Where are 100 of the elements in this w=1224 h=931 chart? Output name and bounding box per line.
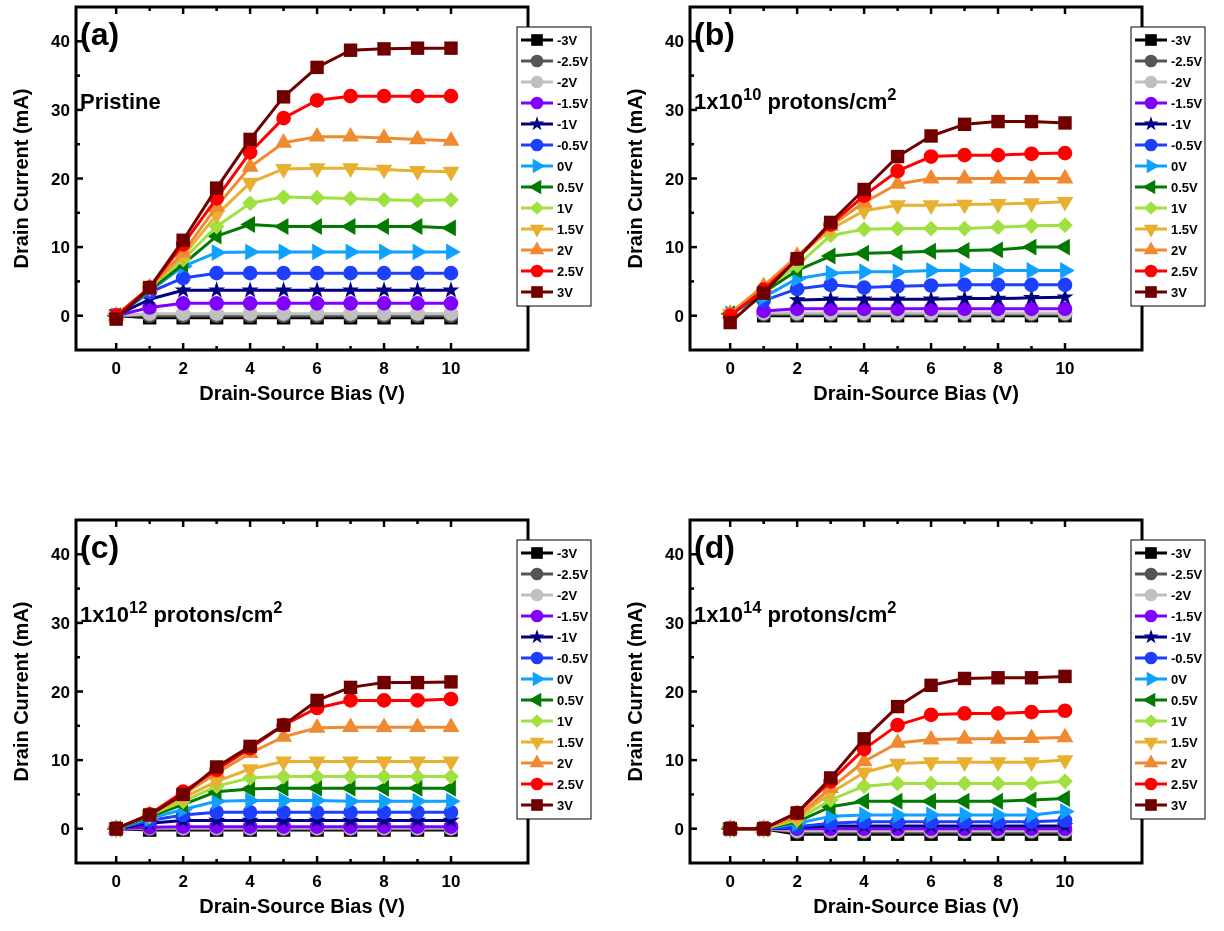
point <box>1024 114 1039 129</box>
legend-label: -3V <box>557 33 578 48</box>
legend-label: 1V <box>557 201 574 216</box>
x-tick-label: 8 <box>379 872 389 891</box>
x-tick-label: 8 <box>379 359 389 378</box>
y-tick-label: 30 <box>665 613 684 633</box>
legend-label: 1.5V <box>557 735 585 750</box>
legend-label: -2V <box>557 588 578 603</box>
point <box>443 88 459 104</box>
point <box>443 768 459 785</box>
y-tick-label: 10 <box>51 751 70 771</box>
legend-label: -1V <box>557 117 578 132</box>
x-tick-label: 0 <box>725 872 735 891</box>
x-tick-label: 10 <box>441 359 461 378</box>
y-tick-label: 0 <box>60 306 70 326</box>
x-tick-label: 6 <box>312 359 322 378</box>
x-tick-label: 8 <box>993 872 1003 891</box>
point <box>823 771 838 785</box>
point <box>1058 116 1072 130</box>
y-tick-label: 20 <box>51 682 70 702</box>
point <box>890 278 905 294</box>
point <box>990 219 1006 236</box>
legend-label: 1.5V <box>1171 735 1199 750</box>
legend-label: -0.5V <box>1171 651 1203 666</box>
point <box>956 775 973 792</box>
point <box>409 281 427 298</box>
legend-label: 3V <box>1171 798 1188 813</box>
y-tick-label: 40 <box>665 545 684 565</box>
legend-label: -1.5V <box>557 609 589 624</box>
point <box>343 88 358 104</box>
x-tick-label: 0 <box>725 359 735 378</box>
legend-label: 1V <box>1171 714 1188 729</box>
annotation: (b) <box>694 16 735 52</box>
annotation: (d) <box>694 529 735 565</box>
point <box>241 281 259 298</box>
point <box>923 149 939 164</box>
legend-label: 3V <box>557 798 574 813</box>
point <box>443 296 459 311</box>
point <box>343 265 358 281</box>
point <box>176 233 190 247</box>
point <box>376 191 392 208</box>
point <box>275 768 292 785</box>
point <box>1057 301 1073 317</box>
y-tick-label: 0 <box>60 819 70 839</box>
y-tick-label: 30 <box>51 100 70 120</box>
legend-label: -2V <box>1171 75 1192 90</box>
legend-label: 2V <box>1171 756 1188 771</box>
point <box>957 117 972 132</box>
point <box>957 706 972 721</box>
point <box>342 281 360 298</box>
point <box>410 41 425 55</box>
point <box>957 147 972 163</box>
legend-label: 3V <box>557 285 574 300</box>
point <box>924 678 938 693</box>
x-tick-label: 2 <box>178 872 188 891</box>
point <box>343 804 358 820</box>
point <box>309 92 325 108</box>
point <box>1024 301 1039 317</box>
point <box>410 675 425 690</box>
legend-label: 2.5V <box>557 264 585 279</box>
point <box>175 270 191 286</box>
point <box>276 265 291 281</box>
point <box>1023 775 1040 792</box>
point <box>209 296 224 311</box>
y-axis-title: Drain Current (mA) <box>10 88 32 269</box>
y-tick-label: 10 <box>51 238 70 258</box>
y-tick-label: 0 <box>674 306 684 326</box>
point <box>310 693 324 708</box>
y-tick-label: 40 <box>665 32 684 52</box>
legend-label: -3V <box>557 546 578 561</box>
legend-label: -1V <box>1171 117 1192 132</box>
point <box>1024 671 1039 685</box>
point <box>890 717 905 733</box>
point <box>823 277 838 293</box>
point <box>309 804 325 820</box>
point <box>242 804 258 820</box>
point <box>857 732 871 746</box>
legend-label: -1.5V <box>557 96 589 111</box>
point <box>1023 217 1040 234</box>
annotation: 1x10$^{14}$ protons/cm$^{2}$ <box>694 598 897 627</box>
x-axis-title: Drain-Source Bias (V) <box>199 382 405 404</box>
legend-label: -0.5V <box>557 651 589 666</box>
point <box>343 693 358 708</box>
point <box>1057 145 1073 161</box>
y-tick-label: 30 <box>51 613 70 633</box>
point <box>924 129 938 143</box>
legend-label: -0.5V <box>557 138 589 153</box>
point <box>889 220 906 237</box>
legend-label: 2.5V <box>557 777 585 792</box>
legend-label: 3V <box>1171 285 1188 300</box>
y-tick-label: 0 <box>674 819 684 839</box>
point <box>377 675 391 690</box>
point <box>1058 669 1072 684</box>
legend-label: -1V <box>557 630 578 645</box>
point <box>856 778 872 795</box>
point <box>376 296 392 311</box>
point <box>957 671 972 686</box>
point <box>309 265 325 281</box>
point <box>990 706 1006 721</box>
legend-label: 1V <box>1171 201 1188 216</box>
